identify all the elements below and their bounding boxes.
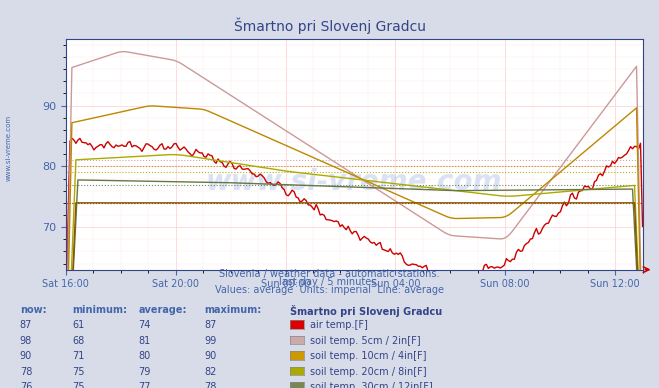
Text: last day / 5 minutes.: last day / 5 minutes. [279, 277, 380, 287]
Text: 99: 99 [204, 336, 217, 346]
Text: 68: 68 [72, 336, 85, 346]
Text: soil temp. 30cm / 12in[F]: soil temp. 30cm / 12in[F] [310, 382, 432, 388]
Text: 78: 78 [20, 367, 32, 377]
Text: 98: 98 [20, 336, 32, 346]
Text: 77: 77 [138, 382, 151, 388]
Text: 80: 80 [138, 351, 151, 361]
Text: 61: 61 [72, 320, 85, 330]
Text: 87: 87 [20, 320, 32, 330]
Text: 87: 87 [204, 320, 217, 330]
Text: 78: 78 [204, 382, 217, 388]
Text: Slovenia / weather data - automatic stations.: Slovenia / weather data - automatic stat… [219, 269, 440, 279]
Text: average:: average: [138, 305, 187, 315]
Text: soil temp. 20cm / 8in[F]: soil temp. 20cm / 8in[F] [310, 367, 426, 377]
Text: Šmartno pri Slovenj Gradcu: Šmartno pri Slovenj Gradcu [233, 17, 426, 34]
Text: 71: 71 [72, 351, 85, 361]
Text: minimum:: minimum: [72, 305, 127, 315]
Text: now:: now: [20, 305, 46, 315]
Text: 90: 90 [20, 351, 32, 361]
Text: 76: 76 [20, 382, 32, 388]
Text: 75: 75 [72, 382, 85, 388]
Text: 82: 82 [204, 367, 217, 377]
Text: maximum:: maximum: [204, 305, 262, 315]
Text: 75: 75 [72, 367, 85, 377]
Text: www.si-vreme.com: www.si-vreme.com [5, 114, 12, 180]
Text: 79: 79 [138, 367, 151, 377]
Text: 90: 90 [204, 351, 217, 361]
Text: soil temp. 5cm / 2in[F]: soil temp. 5cm / 2in[F] [310, 336, 420, 346]
Text: air temp.[F]: air temp.[F] [310, 320, 368, 330]
Text: 74: 74 [138, 320, 151, 330]
Text: www.si-vreme.com: www.si-vreme.com [206, 168, 502, 196]
Text: soil temp. 10cm / 4in[F]: soil temp. 10cm / 4in[F] [310, 351, 426, 361]
Text: Values: average  Units: imperial  Line: average: Values: average Units: imperial Line: av… [215, 285, 444, 295]
Text: Šmartno pri Slovenj Gradcu: Šmartno pri Slovenj Gradcu [290, 305, 442, 317]
Text: 81: 81 [138, 336, 151, 346]
